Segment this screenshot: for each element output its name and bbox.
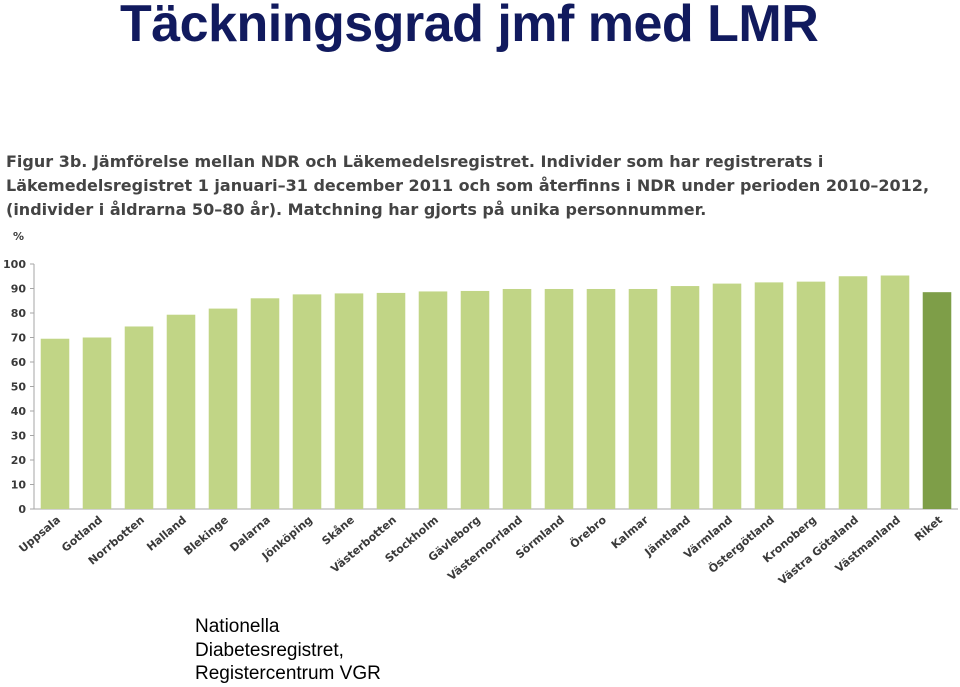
y-tick-label: 50 [11,381,27,394]
bar-region [418,291,448,509]
bar-region [544,288,574,509]
bar-region [124,326,154,509]
y-tick-label: 80 [11,307,27,320]
y-tick-label: 100 [3,258,26,271]
source-line: Nationella [195,616,280,637]
bar-region [40,338,70,509]
x-category-label: Uppsala [16,513,63,555]
y-tick-label: 30 [11,430,27,443]
bar-region [628,288,658,509]
bar-region [166,314,196,509]
x-category-label: Riket [912,513,945,544]
y-tick-label: 60 [11,356,27,369]
bar-region [796,281,826,509]
x-category-label: Blekinge [181,513,231,558]
bar-region [292,294,322,509]
bar-region [208,308,238,509]
x-category-label: Skåne [319,513,356,547]
figure-caption: Figur 3b. Jämförelse mellan NDR och Läke… [6,152,930,219]
bar-region [880,275,910,509]
bar-region [334,293,364,509]
bar-region [502,288,532,509]
y-axis-unit-label: % [13,230,24,243]
y-tick-label: 10 [11,479,27,492]
y-tick-label: 20 [11,454,27,467]
bar-region [838,276,868,509]
bar-national [922,292,952,509]
source-line: Diabetesregistret, [195,639,344,661]
slide-title: Täckningsgrad jmf med LMR [120,0,819,53]
bar-region [82,337,112,509]
bar-region [586,288,616,509]
y-tick-label: 70 [11,332,27,345]
y-tick-label: 40 [11,405,27,418]
bar-region [460,290,490,509]
y-tick-label: 90 [11,283,27,296]
bar-region [376,292,406,509]
x-category-label: Västernorrland [445,513,525,583]
source-footer: Nationella Diabetesregistret, Registerce… [195,615,381,686]
bar-chart: %0102030405060708090100UppsalaGotlandNor… [3,230,958,588]
y-tick-label: 0 [18,503,26,516]
bar-region [712,283,742,509]
bar-region [754,282,784,509]
bar-region [250,298,280,509]
x-category-label: Västra Götaland [776,513,861,587]
source-line: Registercentrum VGR [195,663,381,684]
x-category-label: Örebro [567,512,609,551]
bar-region [670,286,700,509]
